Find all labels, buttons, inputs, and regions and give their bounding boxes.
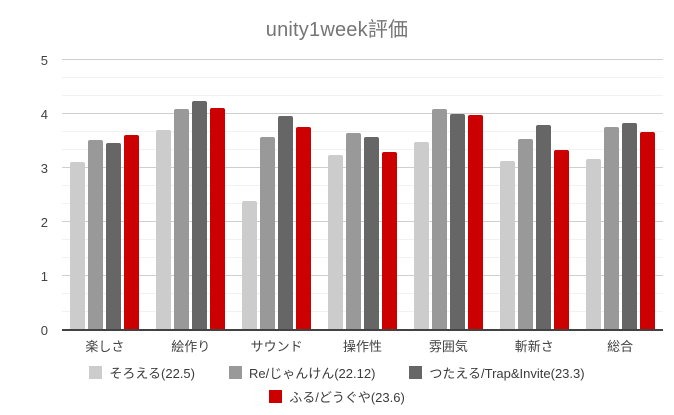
x-category-label: 総合	[607, 339, 634, 354]
legend-label: つたえる/Trap&Invite(23.3)	[429, 366, 585, 381]
bar[interactable]	[535, 125, 551, 330]
major-gridline	[62, 221, 663, 222]
bar[interactable]	[174, 108, 190, 330]
bar[interactable]	[639, 131, 655, 330]
y-tick-label: 1	[40, 269, 48, 284]
bar[interactable]	[553, 149, 569, 330]
category-group	[234, 60, 320, 330]
bar[interactable]	[242, 201, 258, 330]
minor-gridline	[62, 149, 663, 150]
x-axis-line	[62, 329, 663, 331]
legend-swatch-icon	[89, 366, 103, 379]
bar[interactable]	[449, 114, 465, 330]
minor-gridline	[62, 185, 663, 186]
bar[interactable]	[603, 126, 619, 330]
x-category-label: 絵作り	[171, 339, 211, 354]
minor-gridline	[62, 77, 663, 78]
category-group	[320, 60, 406, 330]
category-group	[148, 60, 234, 330]
bar-cluster	[70, 134, 140, 330]
legend-swatch-icon	[409, 366, 423, 379]
minor-gridline	[62, 239, 663, 240]
major-gridline	[62, 113, 663, 114]
minor-gridline	[62, 203, 663, 204]
minor-gridline	[62, 95, 663, 96]
bar-cluster	[242, 116, 312, 330]
bar[interactable]	[346, 133, 361, 330]
y-tick-label: 5	[40, 53, 48, 68]
minor-gridline	[62, 257, 663, 258]
bar[interactable]	[467, 114, 483, 330]
bar-cluster	[328, 133, 397, 330]
minor-gridline	[62, 293, 663, 294]
x-category-label: サウンド	[250, 339, 303, 354]
legend-item[interactable]: ふる/どうぐや(23.6)	[269, 387, 405, 406]
bar[interactable]	[192, 101, 208, 330]
legend-label: ふる/どうぐや(23.6)	[289, 390, 405, 405]
chart-title: unity1week評価	[265, 19, 409, 41]
minor-gridline	[62, 131, 663, 132]
x-category-label: 楽しさ	[85, 339, 125, 354]
bar[interactable]	[156, 130, 172, 330]
bar-cluster	[413, 108, 483, 330]
major-gridline	[62, 59, 663, 60]
bar[interactable]	[382, 151, 397, 330]
legend-item[interactable]: そろえる(22.5)	[89, 363, 195, 382]
legend-swatch-icon	[269, 390, 283, 403]
category-group	[62, 60, 148, 330]
bar[interactable]	[88, 139, 104, 330]
legend-item[interactable]: Re/じゃんけん(22.12)	[228, 363, 376, 382]
bar[interactable]	[296, 126, 312, 330]
x-category-label: 斬新さ	[514, 339, 554, 354]
y-tick-label: 4	[40, 107, 48, 122]
category-group	[405, 60, 491, 330]
bar-groups	[62, 60, 663, 330]
bar[interactable]	[413, 142, 429, 330]
bar-cluster	[156, 101, 226, 330]
y-tick-label: 0	[40, 323, 48, 338]
bar[interactable]	[621, 122, 637, 330]
y-tick-label: 2	[40, 215, 48, 230]
legend: そろえる(22.5) Re/じゃんけん(22.12) つたえる/Trap&Invit…	[0, 363, 674, 406]
legend-swatch-icon	[228, 366, 242, 379]
x-category-label: 操作性	[343, 339, 383, 354]
y-tick-label: 3	[40, 161, 48, 176]
bar[interactable]	[106, 142, 122, 330]
x-category-label: 雰囲気	[428, 339, 468, 354]
legend-row: ふる/どうぐや(23.6)	[269, 387, 405, 406]
bar[interactable]	[124, 134, 140, 330]
bar[interactable]	[260, 137, 276, 330]
bar[interactable]	[328, 154, 343, 330]
bar[interactable]	[585, 158, 601, 330]
bar-cluster	[499, 125, 569, 330]
minor-gridline	[62, 311, 663, 312]
legend-label: そろえる(22.5)	[109, 366, 195, 381]
bar[interactable]	[210, 107, 226, 330]
bar[interactable]	[278, 116, 294, 330]
category-group	[491, 60, 577, 330]
bar[interactable]	[499, 160, 515, 330]
category-group	[577, 60, 663, 330]
plot-area	[62, 59, 663, 331]
bar[interactable]	[70, 162, 86, 330]
x-axis-labels: 楽しさ 絵作り サウンド 操作性 雰囲気 斬新さ 総合	[62, 336, 663, 355]
major-gridline	[62, 275, 663, 276]
major-gridline	[62, 167, 663, 168]
legend-item[interactable]: つたえる/Trap&Invite(23.3)	[409, 363, 585, 382]
bar[interactable]	[431, 108, 447, 330]
bar[interactable]	[364, 136, 379, 330]
bar-cluster	[585, 122, 655, 330]
bar[interactable]	[517, 138, 533, 330]
legend-label: Re/じゃんけん(22.12)	[248, 366, 376, 381]
legend-row: そろえる(22.5) Re/じゃんけん(22.12) つたえる/Trap&Invit…	[89, 363, 585, 382]
